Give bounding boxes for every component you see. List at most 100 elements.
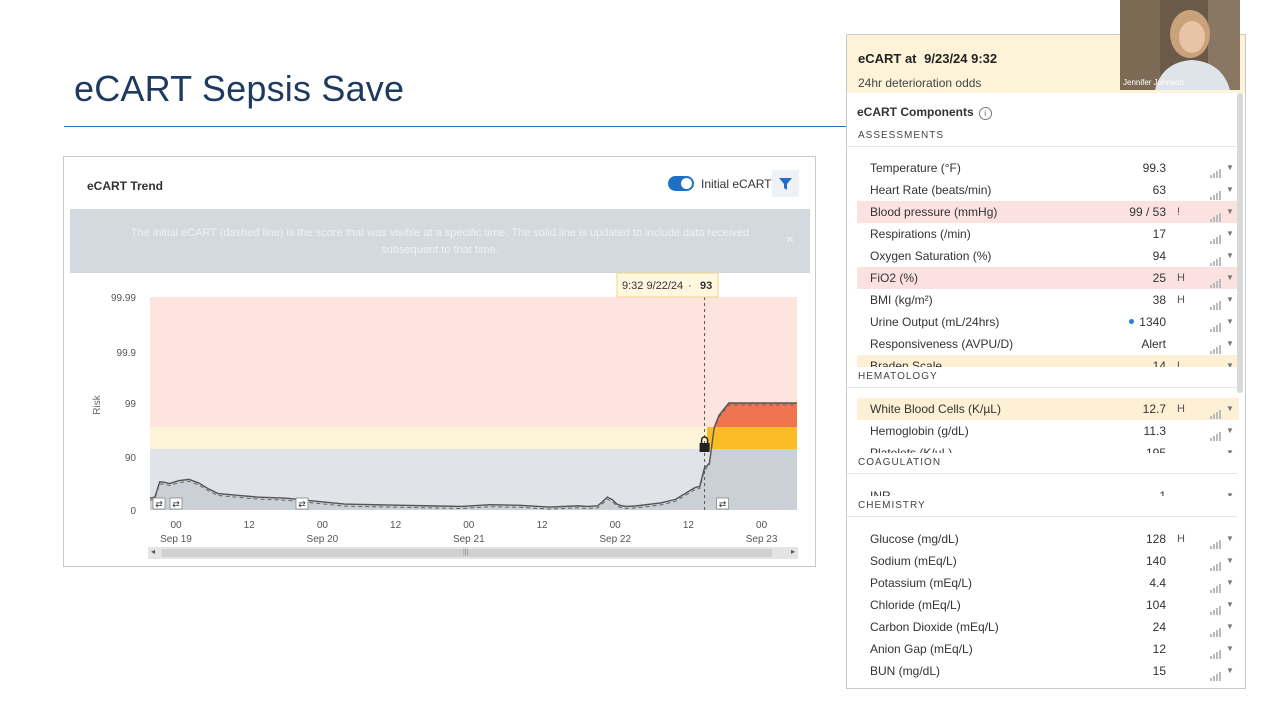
expand-caret-icon[interactable]: ▼ [1226,273,1234,282]
expand-caret-icon[interactable]: ▼ [1226,339,1234,348]
component-row[interactable]: Temperature (°F) 99.3 ▼ [857,157,1239,179]
component-value: 24 [1152,620,1166,634]
component-row[interactable]: Responsiveness (AVPU/D) Alert ▼ [857,333,1239,355]
initial-ecart-label: Initial eCART [701,177,772,191]
expand-caret-icon[interactable]: ▼ [1226,578,1234,587]
y-axis-ticks: 99.99 99.9 99 90 0 [111,293,136,517]
component-row[interactable]: Chloride (mEq/L) 104 ▼ [857,594,1239,616]
x-tick-hour: 00 [317,520,329,531]
expand-caret-icon[interactable]: ▼ [1226,556,1234,565]
component-row[interactable]: FiO2 (%) 25 H ▼ [857,267,1239,289]
trend-bars-icon [1210,600,1221,622]
component-flag: H [1177,403,1185,415]
component-label: Sodium (mEq/L) [870,554,957,568]
scroll-thumb[interactable] [162,549,772,557]
scroll-left-icon[interactable]: ◂ [151,547,156,556]
expand-caret-icon[interactable]: ▼ [1226,534,1234,543]
x-tick-hour: 00 [463,520,475,531]
component-row[interactable]: Glucose (mg/dL) 128 H ▼ [857,528,1239,550]
chart-scrollbar[interactable]: ◂ ||| ▸ [148,547,798,559]
component-row[interactable]: Potassium (mEq/L) 4.4 ▼ [857,572,1239,594]
y-tick-label: 99 [125,399,137,410]
risk-lines [149,291,797,510]
event-marker-box [152,497,166,510]
component-row[interactable]: Carbon Dioxide (mEq/L) 24 ▼ [857,616,1239,638]
x-tick-hour: 12 [244,520,256,531]
expand-caret-icon[interactable]: ▼ [1226,485,1234,507]
component-row[interactable]: Respirations (/min) 17 ▼ [857,223,1239,245]
scroll-grip-icon[interactable]: ||| [463,549,469,556]
expand-caret-icon[interactable]: ▼ [1226,682,1234,688]
event-marker: ⇄ [152,497,166,510]
expand-caret-icon[interactable]: ▼ [1226,163,1234,172]
component-value: 38 [1152,293,1166,307]
swap-icon: ⇄ [298,500,306,510]
expand-caret-icon[interactable]: ▼ [1226,442,1234,464]
section-header-hematology: HEMATOLOGY [847,367,1237,388]
swap-icon: ⇄ [172,500,180,510]
header-time: 9/23/24 9:32 [924,51,998,66]
component-value: 12 [1152,642,1166,656]
component-value: 17 [1152,227,1166,241]
risk-line-solid [149,402,797,508]
section-header-assessments: ASSESSMENTS [847,126,1237,147]
components-scrollbar[interactable] [1237,93,1243,393]
component-value: 4.4 [1149,576,1166,590]
component-value: 1 [1159,682,1166,688]
component-row[interactable]: Creatinine (mg/dL) 1 ▼ [857,682,1239,688]
component-row[interactable]: BMI (kg/m²) 38 H ▼ [857,289,1239,311]
info-icon[interactable]: i [978,107,992,120]
initial-ecart-toggle[interactable] [668,176,694,191]
expand-caret-icon[interactable]: ▼ [1226,207,1234,216]
trend-bars-icon [1210,207,1221,229]
component-row[interactable]: Heart Rate (beats/min) 63 ▼ [857,179,1239,201]
component-label: Carbon Dioxide (mEq/L) [870,620,999,634]
component-label: Hemoglobin (g/dL) [870,424,969,438]
component-row[interactable]: Hemoglobin (g/dL) 11.3 ▼ [857,420,1239,442]
expand-caret-icon[interactable]: ▼ [1226,295,1234,304]
trend-bars-icon [1210,251,1221,273]
expand-caret-icon[interactable]: ▼ [1226,666,1234,675]
component-row[interactable]: Blood pressure (mmHg) 99 / 53! ▼ [857,201,1239,223]
x-tick-date: Sep 23 [746,534,778,545]
ecart-components-panel: eCART at 9/23/24 9:32 24hr deterioration… [846,34,1246,689]
ecart-trend-panel: eCART Trend Initial eCART The initial eC… [63,156,816,567]
trend-bars-icon [1210,426,1221,448]
expand-caret-icon[interactable]: ▼ [1226,644,1234,653]
component-row[interactable]: Anion Gap (mEq/L) 12 ▼ [857,638,1239,660]
expand-caret-icon[interactable]: ▼ [1226,251,1234,260]
component-row[interactable]: BUN (mg/dL) 15 ▼ [857,660,1239,682]
component-label: Responsiveness (AVPU/D) [870,337,1014,351]
expand-caret-icon[interactable]: ▼ [1226,404,1234,413]
component-flag: H [1177,294,1185,306]
presenter-video: Jennifer Johnson [1120,0,1240,90]
component-label: Respirations (/min) [870,227,971,241]
component-row[interactable]: Sodium (mEq/L) 140 ▼ [857,550,1239,572]
y-axis-label: Risk [92,394,103,414]
trend-bars-icon [1210,229,1221,251]
component-row[interactable]: Oxygen Saturation (%) 94 ▼ [857,245,1239,267]
x-tick-date: Sep 19 [160,534,192,545]
presenter-name: Jennifer Johnson [1123,78,1184,87]
header-title: eCART at 9/23/24 9:32 [858,51,997,66]
component-flag: ! [1177,206,1181,218]
banner-close-icon[interactable]: × [785,231,794,247]
component-row[interactable]: Urine Output (mL/24hrs) 1340 ▼ [857,311,1239,333]
expand-caret-icon[interactable]: ▼ [1226,229,1234,238]
expand-caret-icon[interactable]: ▼ [1226,185,1234,194]
scroll-right-icon[interactable]: ▸ [790,547,795,556]
expand-caret-icon[interactable]: ▼ [1226,600,1234,609]
expand-caret-icon[interactable]: ▼ [1226,426,1234,435]
component-value: 63 [1152,183,1166,197]
component-value: Alert [1141,337,1166,351]
expand-caret-icon[interactable]: ▼ [1226,622,1234,631]
y-tick-label: 90 [125,453,137,464]
x-tick-date: Sep 21 [453,534,485,545]
tooltip-time: 9:32 9/22/24 [622,280,683,292]
components-title: eCART Components i [857,105,992,120]
filter-button[interactable] [772,170,799,197]
component-row[interactable]: White Blood Cells (K/µL) 12.7 H ▼ [857,398,1239,420]
expand-caret-icon[interactable]: ▼ [1226,361,1234,370]
tooltip-separator: · [688,280,692,292]
expand-caret-icon[interactable]: ▼ [1226,317,1234,326]
